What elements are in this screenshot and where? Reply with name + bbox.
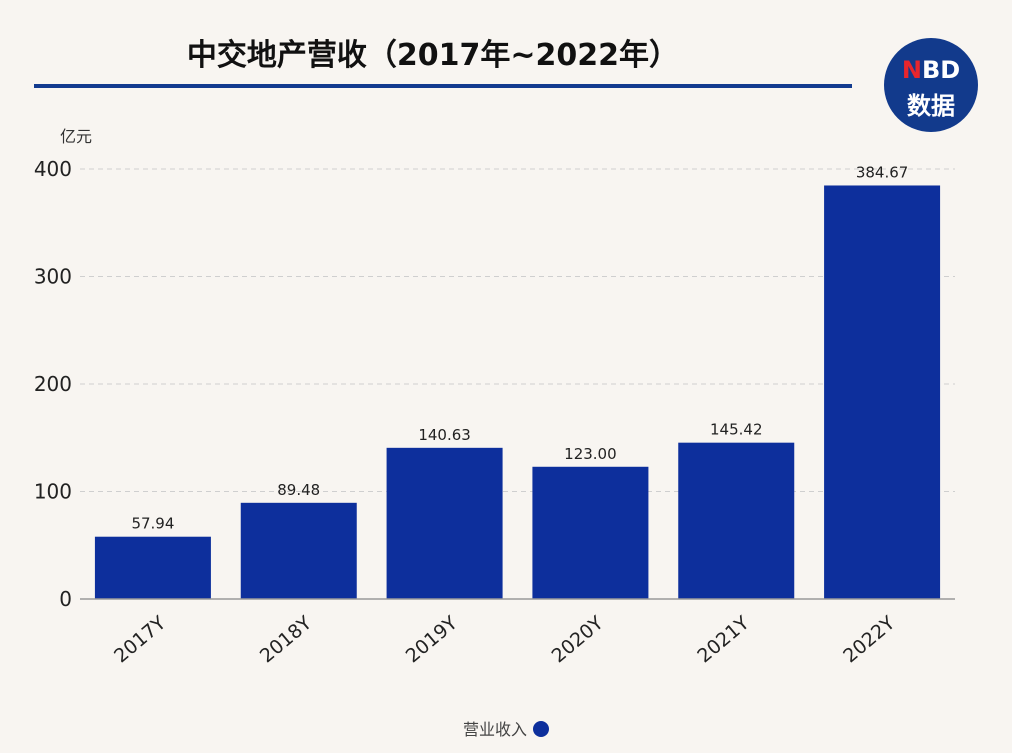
grid-lines [80, 168, 955, 492]
value-label: 57.94 [131, 515, 174, 533]
bar-2017Y [94, 536, 211, 599]
y-tick-labels: 0 100 200 300 400 [34, 157, 72, 611]
legend-label: 营业收入 [462, 720, 527, 739]
logo-line-1: NBD [901, 56, 961, 84]
y-tick-label: 100 [34, 480, 72, 504]
y-tick-label: 300 [34, 265, 72, 289]
bar-2019Y [386, 447, 503, 599]
value-label: 89.48 [277, 481, 320, 499]
bar-2022Y [824, 185, 941, 600]
y-tick-label: 400 [34, 157, 72, 181]
value-label: 140.63 [418, 426, 471, 444]
bars [94, 185, 941, 600]
x-tick-label: 2020Y [548, 612, 608, 668]
value-label: 123.00 [564, 445, 617, 463]
bar-2021Y [678, 442, 795, 599]
value-labels: 57.94 89.48 140.63 123.00 145.42 384.67 [131, 163, 908, 532]
value-label: 145.42 [710, 421, 763, 439]
y-tick-label: 0 [59, 587, 72, 611]
x-tick-label: 2019Y [402, 612, 462, 668]
value-label: 384.67 [856, 163, 909, 181]
title-underline [34, 84, 852, 88]
x-tick-label: 2022Y [839, 612, 899, 668]
logo-line-2: 数据 [907, 92, 955, 120]
y-axis-label: 亿元 [60, 127, 92, 146]
x-tick-label: 2018Y [256, 612, 316, 668]
y-tick-label: 200 [34, 372, 72, 396]
bar-2018Y [240, 502, 357, 599]
bar-2020Y [532, 466, 649, 599]
x-tick-labels: 2017Y 2018Y 2019Y 2020Y 2021Y 2022Y [110, 612, 900, 668]
nbd-logo: NBD 数据 [884, 38, 978, 132]
chart-title: 中交地产营收（2017年~2022年） [186, 38, 680, 73]
x-tick-label: 2021Y [693, 612, 753, 668]
legend: 营业收入 [0, 716, 1012, 740]
legend-marker [533, 721, 549, 737]
x-tick-label: 2017Y [110, 612, 170, 668]
